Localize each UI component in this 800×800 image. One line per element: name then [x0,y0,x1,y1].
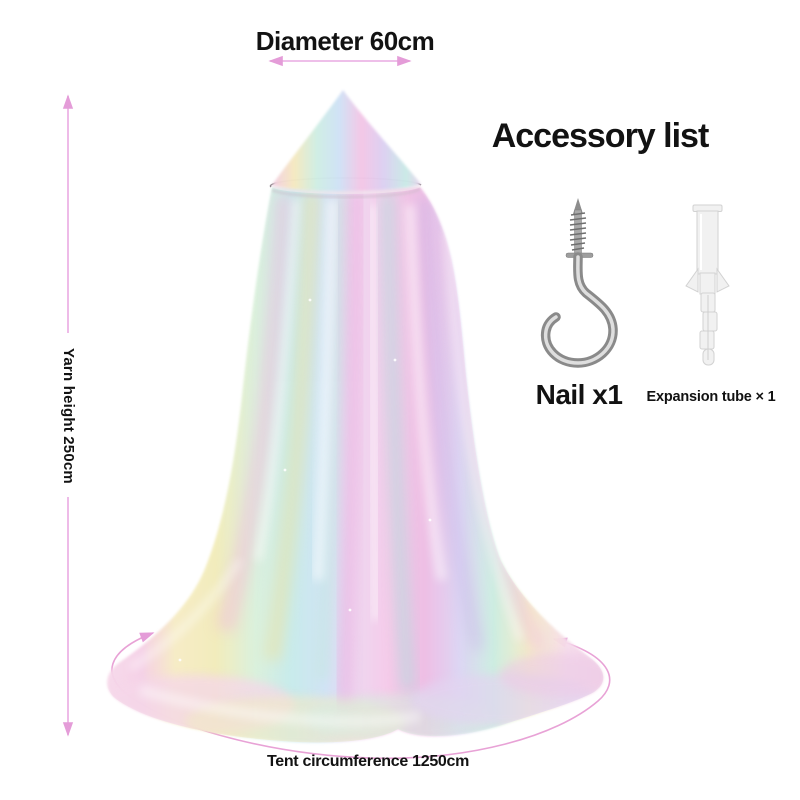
circumference-dimension-label: Tent circumference 1250cm [266,753,470,770]
canopy-cone [272,90,421,191]
wall-anchor-icon [685,204,730,366]
height-dimension-label: Yarn height 250cm [60,348,77,484]
nail-item-label: Nail x1 [535,379,623,410]
expansion-tube-item-label: Expansion tube × 1 [646,389,776,405]
accessory-list-title: Accessory list [491,117,710,155]
rainbow-canopy-tent-graphic [107,90,604,743]
hook-screw-icon [540,198,618,368]
diameter-dimension-label: Diameter 60cm [255,26,435,56]
